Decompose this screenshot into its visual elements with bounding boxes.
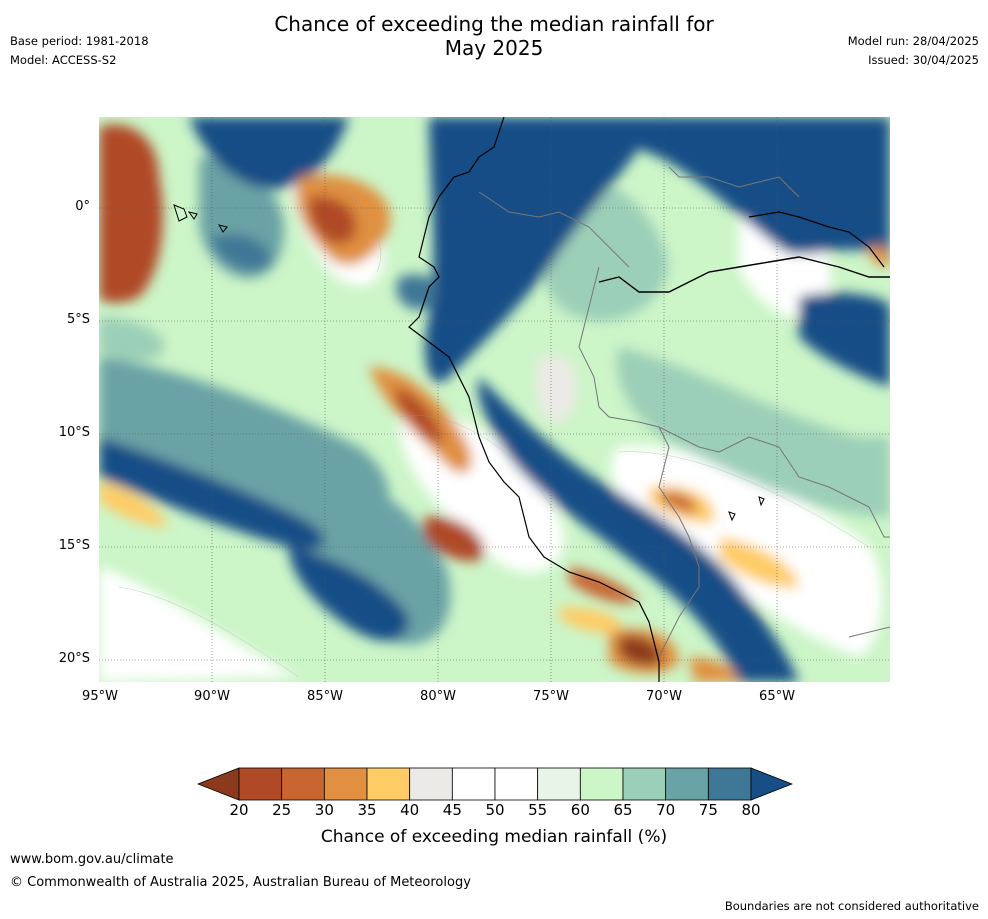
colorbar-cell: [707, 767, 752, 801]
colorbar-cell: [409, 767, 453, 801]
colorbar-cell: [665, 767, 709, 801]
colorbar-tick-label: 25: [272, 801, 292, 819]
colorbar-extend-low: [197, 767, 240, 801]
river: [598, 256, 890, 293]
footer-url[interactable]: www.bom.gov.au/climate: [10, 852, 174, 867]
colorbar-cell: [579, 767, 624, 801]
lon-label-70w: 70°W: [646, 689, 682, 704]
lon-label-80w: 80°W: [420, 689, 456, 704]
footer-copyright: © Commonwealth of Australia 2025, Austra…: [10, 875, 471, 890]
meta-right: Model run: 28/04/2025 Issued: 30/04/2025: [848, 32, 979, 70]
colorbar-tick-label: 40: [400, 801, 420, 819]
colorbar-cell: [622, 767, 667, 801]
colorbar-cell: [494, 767, 539, 801]
borders: [478, 166, 890, 658]
colorbar-cell: [537, 767, 581, 801]
lat-label-15s: 15°S: [58, 538, 90, 553]
colorbar-tick-label: 65: [613, 801, 633, 819]
colorbar-tick-label: 45: [442, 801, 462, 819]
lat-label-10s: 10°S: [58, 425, 90, 440]
forecast-map: [99, 117, 890, 682]
model-run: Model run: 28/04/2025: [847, 34, 979, 48]
colorbar-cell: [238, 767, 283, 801]
lat-label-0: 0°: [75, 199, 90, 214]
colorbar-tick-label: 75: [698, 801, 718, 819]
colorbar-tick-label: 55: [528, 801, 548, 819]
meta-left: Base period: 1981-2018 Model: ACCESS-S2: [10, 32, 149, 70]
galapagos-islands: [173, 204, 765, 522]
colorbar-cell: [366, 767, 411, 801]
colorbar-cell: [323, 767, 368, 801]
lon-label-75w: 75°W: [533, 689, 569, 704]
colorbar-cell: [281, 767, 325, 801]
colorbar-label: Chance of exceeding median rainfall (%): [320, 827, 668, 847]
colorbar-tick-label: 35: [357, 801, 377, 819]
colorbar-tick-label: 80: [741, 801, 761, 819]
colorbar-tick-label: 30: [314, 801, 334, 819]
lat-label-5s: 5°S: [66, 312, 90, 327]
lon-label-65w: 65°W: [759, 689, 795, 704]
map-title: Chance of exceeding the median rainfall …: [0, 12, 988, 60]
colorbar-tick-label: 60: [570, 801, 590, 819]
base-period: Base period: 1981-2018: [10, 34, 149, 48]
coastline: [408, 117, 660, 682]
graticule: [99, 117, 890, 682]
lon-label-95w: 95°W: [82, 689, 118, 704]
title-line-2: May 2025: [444, 36, 544, 60]
colorbar: [197, 767, 793, 801]
title-line-1: Chance of exceeding the median rainfall …: [274, 12, 714, 36]
colorbar-tick-label: 50: [485, 801, 505, 819]
model-name: Model: ACCESS-S2: [10, 53, 117, 67]
lat-label-20s: 20°S: [58, 651, 90, 666]
lon-label-85w: 85°W: [307, 689, 343, 704]
issued-date: Issued: 30/04/2025: [868, 53, 979, 67]
river-north: [748, 211, 885, 268]
probability-field: [99, 117, 890, 682]
colorbar-cell: [451, 767, 496, 801]
colorbar-tick-label: 20: [229, 801, 249, 819]
colorbar-tick-label: 70: [656, 801, 676, 819]
colorbar-extend-high: [750, 767, 793, 801]
footer-disclaimer: Boundaries are not considered authoritat…: [724, 899, 979, 913]
map-svg: [99, 117, 890, 682]
lon-label-90w: 90°W: [194, 689, 230, 704]
